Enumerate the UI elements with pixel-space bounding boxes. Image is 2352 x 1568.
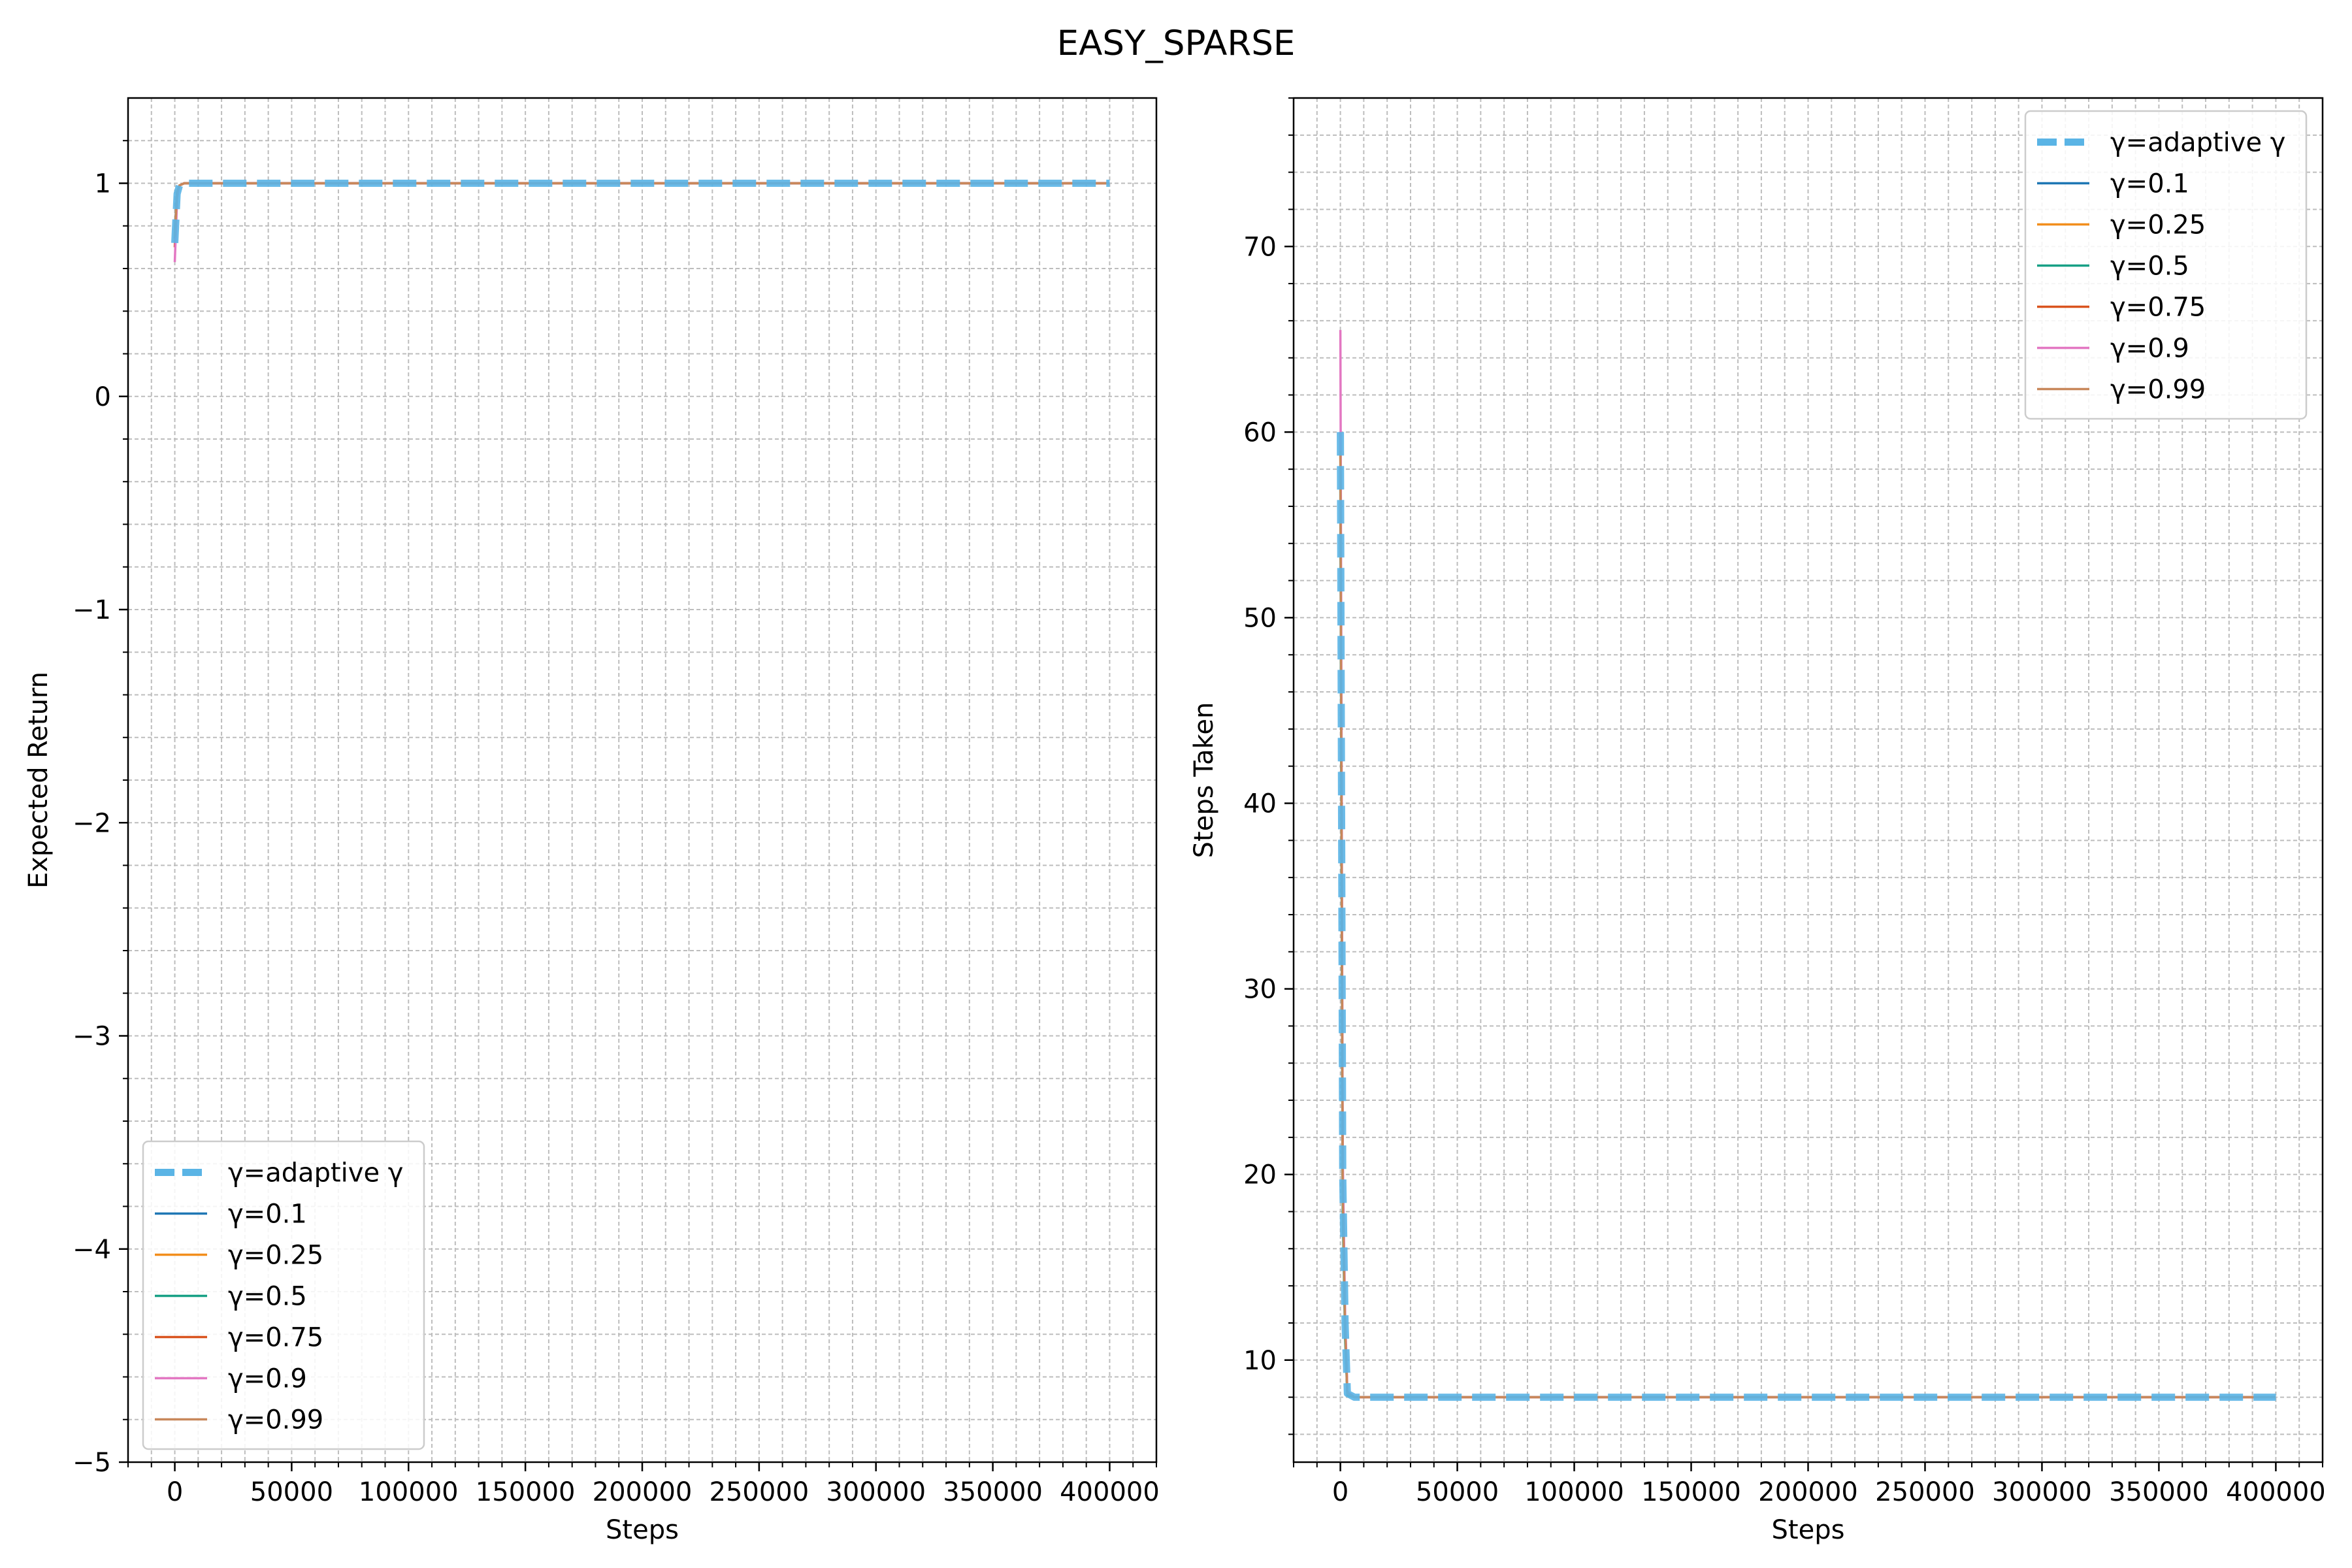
x-axis-label: Steps	[1772, 1515, 1845, 1545]
y-tick-label: 10	[1243, 1346, 1277, 1376]
y-tick-label: −3	[73, 1022, 111, 1052]
y-tick-label: 20	[1243, 1160, 1277, 1190]
chart-steps-taken: 0 50000 100000 150000 200000 250000 300000 3500…	[1189, 97, 2326, 1545]
legend-box	[2024, 110, 2308, 420]
x-tick-label: 100000	[359, 1477, 459, 1507]
legend-label: γ=0.25	[228, 1241, 323, 1271]
legend-label: γ=0.1	[2110, 169, 2189, 199]
x-tick-label: 300000	[1992, 1477, 2092, 1507]
legend-label: γ=0.75	[228, 1323, 323, 1353]
x-tick-label: 400000	[1060, 1477, 1160, 1507]
legend: γ=adaptive γ γ=0.1 γ=0.25 γ=0.5 γ=0.75 γ=0.9 γ…	[2024, 110, 2308, 420]
legend-label: γ=0.5	[228, 1282, 307, 1312]
y-tick-label: −4	[73, 1235, 111, 1265]
legend-label: γ=0.25	[2110, 210, 2206, 240]
legend-label: γ=0.9	[2110, 334, 2189, 364]
legend-label: γ=0.75	[2110, 293, 2206, 323]
y-tick-label: 50	[1243, 603, 1277, 633]
figure-title: EASY_SPARSE	[1056, 24, 1296, 63]
y-tick-label: −1	[73, 595, 111, 625]
x-tick-label: 50000	[1416, 1477, 1499, 1507]
x-tick-label: 400000	[2226, 1477, 2326, 1507]
y-tick-label: 40	[1243, 789, 1277, 819]
y-tick-label: 0	[95, 382, 111, 412]
x-tick-label: 100000	[1524, 1477, 1624, 1507]
x-axis-label: Steps	[606, 1515, 679, 1545]
legend-label: γ=0.5	[2110, 252, 2189, 282]
y-tick-label: 30	[1243, 975, 1277, 1005]
x-tick-label: 50000	[250, 1477, 333, 1507]
x-tick-label: 0	[1332, 1477, 1348, 1507]
series-line-0	[1337, 432, 2276, 1401]
x-tick-label: 350000	[2109, 1477, 2209, 1507]
legend: γ=adaptive γ γ=0.1 γ=0.25 γ=0.5 γ=0.75 γ=0.9 γ…	[142, 1140, 425, 1450]
chart-expected-return: 0 50000 100000 150000 200000 250000 300000 3500…	[24, 97, 1160, 1545]
legend-label: γ=adaptive γ	[2110, 128, 2285, 158]
legend-label: γ=0.99	[2110, 375, 2206, 405]
legend-label: γ=0.1	[228, 1200, 307, 1230]
x-tick-label: 150000	[1641, 1477, 1741, 1507]
y-tick-label: 1	[95, 169, 111, 199]
x-tick-label: 200000	[593, 1477, 693, 1507]
y-tick-label: −5	[73, 1448, 111, 1478]
legend-label: γ=0.9	[228, 1364, 307, 1394]
legend-label: γ=0.99	[228, 1405, 323, 1435]
x-tick-label: 200000	[1758, 1477, 1858, 1507]
legend-box	[142, 1140, 425, 1450]
series-lines	[171, 180, 1110, 263]
y-axis-label: Steps Taken	[1189, 702, 1219, 858]
legend-label: γ=adaptive γ	[228, 1158, 403, 1188]
x-tick-label: 350000	[943, 1477, 1043, 1507]
y-axis-label: Expected Return	[24, 672, 54, 889]
x-tick-label: 0	[167, 1477, 183, 1507]
y-tick-label: 60	[1243, 417, 1277, 448]
y-tick-label: −2	[73, 808, 111, 838]
x-tick-label: 150000	[476, 1477, 576, 1507]
series-line-0	[171, 180, 1110, 244]
series-lines	[1337, 330, 2276, 1401]
x-tick-label: 250000	[710, 1477, 809, 1507]
y-tick-label: 70	[1243, 232, 1277, 262]
x-tick-label: 250000	[1875, 1477, 1975, 1507]
x-tick-label: 300000	[826, 1477, 926, 1507]
